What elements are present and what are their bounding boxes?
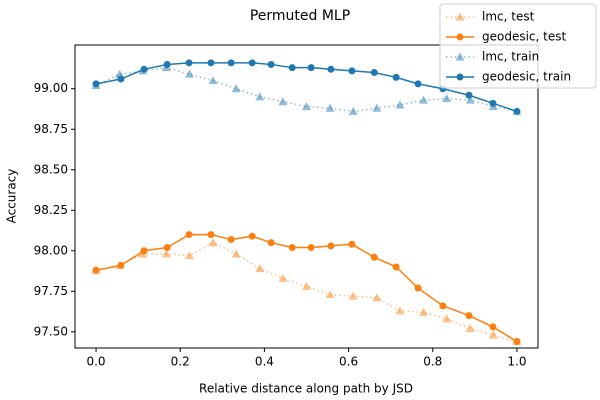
data-point (278, 97, 288, 106)
y-tick-label: 98.50 (34, 162, 68, 176)
data-point (442, 314, 452, 323)
data-point (392, 73, 400, 81)
data-point (248, 59, 256, 67)
data-point (488, 330, 498, 339)
data-point (442, 93, 452, 102)
data-point (227, 235, 235, 243)
chart-title: Permuted MLP (250, 8, 350, 24)
data-point (372, 103, 382, 112)
legend-label: geodesic, train (482, 70, 571, 84)
data-point (255, 92, 265, 101)
y-tick-label: 98.00 (34, 243, 68, 257)
data-point (302, 281, 311, 290)
series-line (95, 241, 518, 343)
y-tick-label: 97.75 (34, 284, 68, 298)
data-point (370, 253, 378, 261)
y-tick-label: 97.50 (34, 324, 68, 338)
y-tick-label: 98.75 (34, 122, 68, 136)
data-point (348, 291, 358, 300)
legend-frame (439, 3, 597, 89)
data-point (348, 240, 356, 248)
data-point (207, 59, 215, 67)
data-point (489, 323, 497, 331)
data-point (307, 64, 315, 72)
legend-label: lmc, train (482, 50, 539, 64)
y-axis-label: Accuracy (5, 169, 19, 224)
data-point (439, 302, 447, 310)
data-point (370, 69, 378, 77)
data-point (185, 231, 193, 239)
x-tick-label: 0.0 (86, 355, 105, 369)
data-point (419, 307, 429, 316)
data-point (208, 238, 218, 247)
legend-marker (456, 73, 464, 81)
data-point (325, 290, 335, 299)
data-point (327, 242, 335, 250)
data-point (248, 232, 256, 240)
legend-label: geodesic, test (482, 30, 566, 44)
data-point (231, 249, 241, 258)
data-point (115, 69, 125, 78)
x-axis-label: Relative distance along path by JSD (199, 382, 413, 396)
data-point (184, 251, 194, 260)
data-point (288, 64, 296, 72)
data-point (513, 338, 521, 346)
y-tick-label: 98.25 (34, 203, 68, 217)
data-point (140, 247, 148, 255)
x-tick-label: 0.6 (339, 355, 358, 369)
data-point (465, 312, 473, 320)
x-tick-label: 0.2 (171, 355, 190, 369)
data-point (465, 324, 475, 333)
data-point (92, 80, 100, 88)
data-point (392, 263, 400, 271)
legend-label: lmc, test (482, 10, 535, 24)
data-point (325, 103, 335, 112)
data-point (395, 100, 405, 109)
data-point (140, 65, 148, 73)
data-point (184, 69, 194, 78)
x-tick-label: 0.8 (423, 355, 442, 369)
plot-frame (74, 44, 539, 349)
data-point (465, 91, 473, 99)
data-point (161, 249, 171, 258)
data-point (278, 273, 288, 282)
data-point (307, 244, 315, 252)
data-point (92, 266, 100, 274)
data-point (117, 261, 125, 269)
legend-marker (455, 52, 465, 61)
data-point (163, 60, 171, 68)
data-point (267, 239, 275, 247)
data-point (489, 99, 497, 107)
data-point (227, 59, 235, 67)
legend-marker (455, 12, 465, 21)
data-point (302, 102, 311, 111)
data-point (327, 65, 335, 73)
data-point (185, 59, 193, 67)
data-point (267, 60, 275, 68)
data-point (513, 107, 521, 115)
data-point (231, 84, 241, 93)
x-tick-label: 1.0 (507, 355, 526, 369)
data-point (255, 264, 265, 273)
x-tick-label: 0.4 (255, 355, 274, 369)
data-point (395, 306, 405, 315)
data-point (414, 284, 422, 292)
legend: lmc, test geodesic, test lmc, train geodesi… (439, 3, 597, 89)
data-point (419, 95, 429, 104)
series-line (95, 233, 518, 343)
data-point (414, 80, 422, 88)
data-point (208, 76, 218, 85)
data-point (207, 231, 215, 239)
data-point (348, 67, 356, 75)
data-point (372, 293, 382, 302)
y-tick-label: 99.00 (34, 81, 68, 95)
data-point (348, 106, 358, 115)
data-point (288, 244, 296, 252)
data-point (465, 95, 475, 104)
data-point (163, 244, 171, 252)
series-line (95, 62, 518, 113)
legend-marker (456, 33, 464, 41)
data-point (117, 75, 125, 83)
